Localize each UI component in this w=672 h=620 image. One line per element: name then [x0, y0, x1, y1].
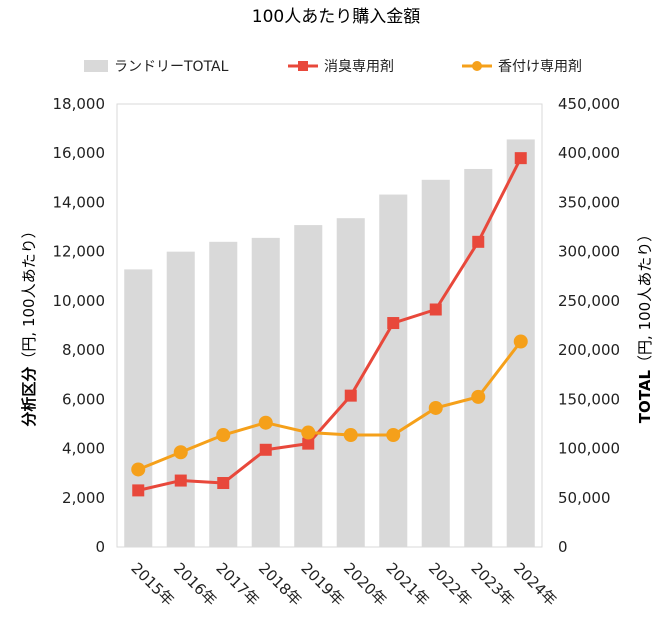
y-right-tick-label: 150,000	[558, 390, 620, 408]
bar-total-4	[251, 237, 280, 547]
x-tick-label: 2020年	[340, 559, 390, 609]
y-left-tick-label: 2,000	[62, 489, 105, 507]
legend-label-bar: ランドリーTOTAL	[114, 59, 229, 75]
y-left-tick-label: 14,000	[53, 193, 106, 211]
lines-group	[131, 152, 528, 497]
legend-marker-shoshu	[298, 61, 308, 71]
y-right-tick-label: 400,000	[558, 144, 620, 162]
right-axis-ticks: 0 50,000 100,000 150,000 200,000 250,000 300,0…	[558, 95, 620, 556]
y-left-tick-label: 10,000	[53, 292, 106, 310]
point-kaori-4	[258, 415, 273, 430]
legend-marker-kaori	[472, 61, 482, 71]
y-right-tick-label: 50,000	[558, 489, 611, 507]
point-shoshu-6	[344, 389, 357, 402]
y-right-label-bold: TOTAL	[636, 370, 654, 424]
x-tick-label: 2018年	[255, 559, 305, 609]
point-shoshu-10	[514, 152, 527, 165]
bar-total-1	[124, 269, 153, 547]
x-tick-label: 2022年	[425, 559, 475, 609]
point-shoshu-1	[132, 484, 145, 497]
bar-total-3	[209, 241, 238, 548]
y-right-tick-label: 450,000	[558, 95, 620, 113]
y-right-tick-label: 250,000	[558, 292, 620, 310]
y-left-label-bold: 分析区分	[20, 367, 38, 427]
left-axis-ticks: 0 2,000 4,000 6,000 8,000 10,000 12,000 14,000 1…	[53, 95, 106, 556]
y-right-axis-label: TOTAL（円, 100人あたり）	[636, 227, 654, 423]
y-right-tick-label: 200,000	[558, 341, 620, 359]
point-kaori-3	[216, 428, 231, 443]
y-left-tick-label: 16,000	[53, 144, 106, 162]
point-kaori-5	[301, 425, 316, 440]
legend-label-shoshu: 消臭専用剤	[324, 59, 394, 75]
point-shoshu-4	[259, 443, 272, 456]
x-tick-label: 2016年	[170, 559, 220, 609]
y-left-tick-label: 8,000	[62, 341, 105, 359]
x-tick-label: 2015年	[127, 559, 177, 609]
bars-group	[124, 139, 535, 548]
x-tick-label: 2019年	[297, 559, 347, 609]
point-kaori-9	[471, 389, 486, 404]
bar-total-6	[336, 218, 365, 547]
bar-total-8	[421, 179, 450, 547]
bar-total-9	[464, 168, 493, 547]
point-kaori-10	[513, 334, 528, 349]
point-shoshu-9	[472, 235, 485, 248]
y-left-tick-label: 4,000	[62, 440, 105, 458]
plot-frame	[116, 103, 543, 548]
legend: ランドリーTOTAL 消臭専用剤 香付け専用剤	[84, 59, 582, 75]
y-right-tick-label: 300,000	[558, 243, 620, 261]
point-shoshu-8	[429, 303, 442, 316]
legend-swatch-bar	[84, 60, 108, 72]
point-kaori-1	[131, 462, 146, 477]
point-kaori-2	[173, 445, 188, 460]
point-shoshu-2	[174, 474, 187, 487]
y-left-tick-label: 0	[95, 538, 105, 556]
bar-total-2	[166, 251, 195, 547]
y-right-label-paren: （円, 100人あたり）	[636, 227, 654, 370]
y-left-axis-label: 分析区分（円, 100人あたり）	[20, 223, 38, 426]
chart-title: 100人あたり購入金額	[252, 7, 420, 27]
point-kaori-6	[343, 428, 358, 443]
bar-total-5	[294, 225, 323, 547]
x-axis-ticks: 2015年2016年2017年2018年2019年2020年2021年2022年…	[127, 559, 560, 609]
y-right-tick-label: 350,000	[558, 193, 620, 211]
point-shoshu-5	[302, 437, 315, 450]
y-left-tick-label: 6,000	[62, 390, 105, 408]
point-shoshu-7	[387, 317, 400, 330]
x-tick-label: 2023年	[467, 559, 517, 609]
x-tick-label: 2021年	[382, 559, 432, 609]
y-left-label-paren: （円, 100人あたり）	[20, 223, 38, 366]
bar-total-7	[379, 194, 408, 547]
y-right-tick-label: 100,000	[558, 440, 620, 458]
line-shoshu	[137, 157, 523, 492]
point-kaori-8	[428, 400, 443, 415]
y-left-tick-label: 12,000	[53, 243, 106, 261]
legend-label-kaori: 香付け専用剤	[498, 59, 582, 75]
point-shoshu-3	[217, 477, 230, 490]
x-tick-label: 2024年	[510, 559, 560, 609]
point-kaori-7	[386, 428, 401, 443]
y-left-tick-label: 18,000	[53, 95, 106, 113]
line-kaori	[137, 340, 522, 471]
y-right-tick-label: 0	[558, 538, 568, 556]
x-tick-label: 2017年	[212, 559, 262, 609]
